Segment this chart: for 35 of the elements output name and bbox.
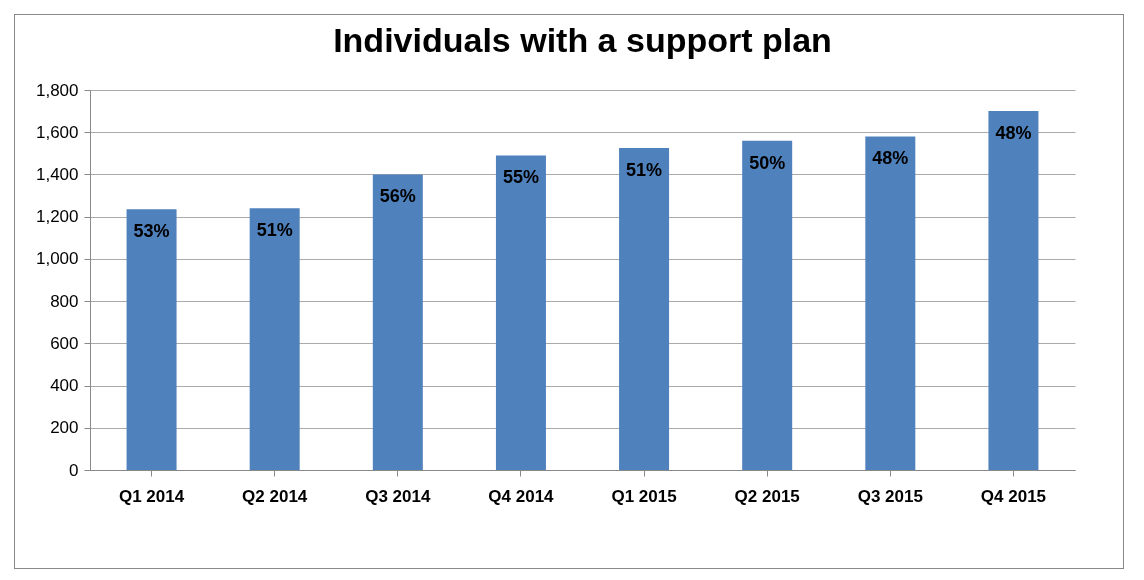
annotation: 51% [626,160,663,181]
bar [619,148,670,470]
x-tick-label: Q4 2015 [980,486,1047,506]
y-tick-label: 800 [50,291,79,311]
annotation: 55% [502,167,539,188]
bar [372,174,423,470]
bar [988,111,1039,470]
annotation: 48% [995,123,1032,144]
x-tick-label: Q1 2014 [118,486,185,506]
y-tick-label: 1,800 [35,80,79,100]
y-tick-label: 600 [50,333,79,353]
annotation: 50% [749,152,786,173]
y-tick-label: 1,600 [35,122,79,142]
bar [495,155,546,470]
x-tick-label: Q3 2014 [365,486,431,506]
x-tick-label: Q3 2015 [857,486,923,506]
annotation: 56% [379,186,416,207]
bar [249,208,300,470]
x-tick-label: Q2 2014 [242,486,308,506]
y-tick-label: 1,200 [35,207,79,227]
annotation: 53% [133,221,170,242]
y-tick-label: 200 [50,418,79,438]
bar [126,209,177,470]
y-tick-label: 1,400 [35,164,79,184]
y-tick-label: 400 [50,376,79,396]
x-tick-label: Q1 2015 [611,486,677,506]
y-tick-label: 0 [69,460,79,480]
x-tick-label: Q2 2015 [734,486,800,506]
annotation: 48% [872,148,909,169]
chart-title: Individuals with a support plan [333,21,832,59]
x-tick-label: Q4 2014 [488,486,555,506]
annotation: 51% [256,220,293,241]
y-tick-label: 1,000 [35,249,79,269]
bar [865,136,916,470]
bar [742,140,793,470]
